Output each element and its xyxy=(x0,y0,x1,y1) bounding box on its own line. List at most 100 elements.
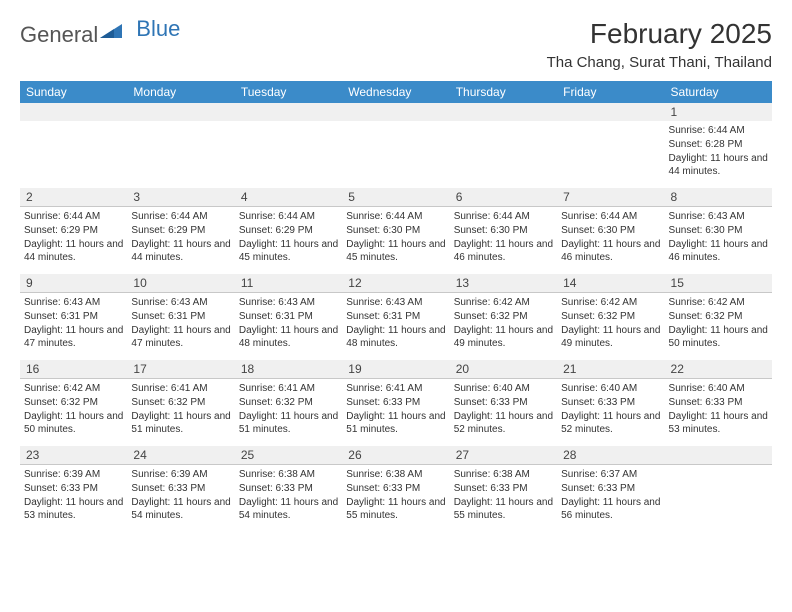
logo-text-general: General xyxy=(20,22,98,48)
day-cell: Sunrise: 6:43 AMSunset: 6:31 PMDaylight:… xyxy=(342,293,449,361)
sunrise-text: Sunrise: 6:44 AM xyxy=(239,210,338,223)
daynum-row: 1 xyxy=(20,103,772,121)
day-number-cell: 4 xyxy=(235,188,342,207)
day-cell-body: Sunrise: 6:43 AMSunset: 6:31 PMDaylight:… xyxy=(24,296,123,356)
day-number-cell xyxy=(450,103,557,121)
day-cell-body: Sunrise: 6:40 AMSunset: 6:33 PMDaylight:… xyxy=(669,382,768,442)
sunset-text: Sunset: 6:32 PM xyxy=(239,396,338,409)
sunrise-text: Sunrise: 6:44 AM xyxy=(131,210,230,223)
daylight-text: Daylight: 11 hours and 49 minutes. xyxy=(454,324,553,350)
day-cell: Sunrise: 6:44 AMSunset: 6:28 PMDaylight:… xyxy=(665,121,772,188)
day-number-cell: 23 xyxy=(20,446,127,465)
day-cell-body: Sunrise: 6:44 AMSunset: 6:30 PMDaylight:… xyxy=(561,210,660,270)
day-cell-body: Sunrise: 6:41 AMSunset: 6:32 PMDaylight:… xyxy=(239,382,338,442)
daylight-text: Daylight: 11 hours and 46 minutes. xyxy=(454,238,553,264)
day-number-cell xyxy=(342,103,449,121)
day-cell: Sunrise: 6:42 AMSunset: 6:32 PMDaylight:… xyxy=(20,379,127,447)
day-number-cell: 16 xyxy=(20,360,127,379)
sunset-text: Sunset: 6:32 PM xyxy=(131,396,230,409)
day-cell xyxy=(342,121,449,188)
logo: General Blue xyxy=(20,18,180,48)
sunset-text: Sunset: 6:29 PM xyxy=(24,224,123,237)
day-cell-body: Sunrise: 6:38 AMSunset: 6:33 PMDaylight:… xyxy=(239,468,338,528)
sunset-text: Sunset: 6:33 PM xyxy=(346,482,445,495)
sunrise-text: Sunrise: 6:44 AM xyxy=(346,210,445,223)
day-cell: Sunrise: 6:39 AMSunset: 6:33 PMDaylight:… xyxy=(20,465,127,533)
sunrise-text: Sunrise: 6:43 AM xyxy=(24,296,123,309)
sunset-text: Sunset: 6:30 PM xyxy=(346,224,445,237)
day-cell: Sunrise: 6:41 AMSunset: 6:32 PMDaylight:… xyxy=(235,379,342,447)
day-cell-body: Sunrise: 6:43 AMSunset: 6:30 PMDaylight:… xyxy=(669,210,768,270)
day-cell-body: Sunrise: 6:42 AMSunset: 6:32 PMDaylight:… xyxy=(561,296,660,356)
day-cell-body xyxy=(346,124,445,184)
weekday-header-row: Sunday Monday Tuesday Wednesday Thursday… xyxy=(20,81,772,103)
day-cell-body: Sunrise: 6:42 AMSunset: 6:32 PMDaylight:… xyxy=(669,296,768,356)
calendar-table: Sunday Monday Tuesday Wednesday Thursday… xyxy=(20,81,772,532)
sunrise-text: Sunrise: 6:42 AM xyxy=(561,296,660,309)
day-cell: Sunrise: 6:44 AMSunset: 6:29 PMDaylight:… xyxy=(127,207,234,275)
sunrise-text: Sunrise: 6:38 AM xyxy=(454,468,553,481)
daylight-text: Daylight: 11 hours and 51 minutes. xyxy=(239,410,338,436)
day-cell xyxy=(20,121,127,188)
day-cell: Sunrise: 6:42 AMSunset: 6:32 PMDaylight:… xyxy=(557,293,664,361)
day-cell: Sunrise: 6:43 AMSunset: 6:31 PMDaylight:… xyxy=(127,293,234,361)
sunrise-text: Sunrise: 6:44 AM xyxy=(561,210,660,223)
day-cell: Sunrise: 6:43 AMSunset: 6:31 PMDaylight:… xyxy=(235,293,342,361)
day-number-cell xyxy=(127,103,234,121)
col-wednesday: Wednesday xyxy=(342,81,449,103)
col-friday: Friday xyxy=(557,81,664,103)
sunset-text: Sunset: 6:33 PM xyxy=(561,482,660,495)
week-row: Sunrise: 6:39 AMSunset: 6:33 PMDaylight:… xyxy=(20,465,772,533)
day-cell-body: Sunrise: 6:41 AMSunset: 6:33 PMDaylight:… xyxy=(346,382,445,442)
sunrise-text: Sunrise: 6:41 AM xyxy=(346,382,445,395)
sunset-text: Sunset: 6:33 PM xyxy=(346,396,445,409)
daylight-text: Daylight: 11 hours and 45 minutes. xyxy=(239,238,338,264)
day-cell-body xyxy=(24,124,123,184)
day-cell-body xyxy=(669,468,768,528)
day-cell-body: Sunrise: 6:44 AMSunset: 6:29 PMDaylight:… xyxy=(131,210,230,270)
sunset-text: Sunset: 6:32 PM xyxy=(454,310,553,323)
day-cell xyxy=(450,121,557,188)
day-cell: Sunrise: 6:41 AMSunset: 6:33 PMDaylight:… xyxy=(342,379,449,447)
sunset-text: Sunset: 6:33 PM xyxy=(561,396,660,409)
header: General Blue February 2025 Tha Chang, Su… xyxy=(20,18,772,71)
day-cell-body xyxy=(131,124,230,184)
day-cell: Sunrise: 6:44 AMSunset: 6:29 PMDaylight:… xyxy=(20,207,127,275)
sunset-text: Sunset: 6:33 PM xyxy=(454,396,553,409)
daylight-text: Daylight: 11 hours and 45 minutes. xyxy=(346,238,445,264)
daylight-text: Daylight: 11 hours and 47 minutes. xyxy=(24,324,123,350)
sunset-text: Sunset: 6:33 PM xyxy=(131,482,230,495)
day-cell-body: Sunrise: 6:40 AMSunset: 6:33 PMDaylight:… xyxy=(454,382,553,442)
title-block: February 2025 Tha Chang, Surat Thani, Th… xyxy=(547,18,772,71)
day-cell-body: Sunrise: 6:43 AMSunset: 6:31 PMDaylight:… xyxy=(131,296,230,356)
sunset-text: Sunset: 6:33 PM xyxy=(454,482,553,495)
day-number-cell: 17 xyxy=(127,360,234,379)
day-cell xyxy=(127,121,234,188)
day-number-cell: 20 xyxy=(450,360,557,379)
daylight-text: Daylight: 11 hours and 48 minutes. xyxy=(346,324,445,350)
daylight-text: Daylight: 11 hours and 55 minutes. xyxy=(454,496,553,522)
day-cell-body: Sunrise: 6:38 AMSunset: 6:33 PMDaylight:… xyxy=(454,468,553,528)
day-cell-body: Sunrise: 6:44 AMSunset: 6:29 PMDaylight:… xyxy=(24,210,123,270)
day-cell-body: Sunrise: 6:37 AMSunset: 6:33 PMDaylight:… xyxy=(561,468,660,528)
sunrise-text: Sunrise: 6:43 AM xyxy=(669,210,768,223)
day-cell-body: Sunrise: 6:42 AMSunset: 6:32 PMDaylight:… xyxy=(24,382,123,442)
day-cell-body: Sunrise: 6:43 AMSunset: 6:31 PMDaylight:… xyxy=(239,296,338,356)
daylight-text: Daylight: 11 hours and 53 minutes. xyxy=(669,410,768,436)
day-cell: Sunrise: 6:40 AMSunset: 6:33 PMDaylight:… xyxy=(665,379,772,447)
sunset-text: Sunset: 6:30 PM xyxy=(454,224,553,237)
day-cell: Sunrise: 6:44 AMSunset: 6:30 PMDaylight:… xyxy=(450,207,557,275)
sunset-text: Sunset: 6:32 PM xyxy=(24,396,123,409)
sunrise-text: Sunrise: 6:38 AM xyxy=(239,468,338,481)
day-cell-body: Sunrise: 6:43 AMSunset: 6:31 PMDaylight:… xyxy=(346,296,445,356)
week-row: Sunrise: 6:44 AMSunset: 6:28 PMDaylight:… xyxy=(20,121,772,188)
sunrise-text: Sunrise: 6:42 AM xyxy=(669,296,768,309)
daylight-text: Daylight: 11 hours and 55 minutes. xyxy=(346,496,445,522)
day-number-cell: 19 xyxy=(342,360,449,379)
day-number-cell: 27 xyxy=(450,446,557,465)
day-cell: Sunrise: 6:39 AMSunset: 6:33 PMDaylight:… xyxy=(127,465,234,533)
sunset-text: Sunset: 6:33 PM xyxy=(239,482,338,495)
day-number-cell: 9 xyxy=(20,274,127,293)
week-row: Sunrise: 6:44 AM Sunset: 6:29 PM Daylight:… xyxy=(20,207,772,275)
sunset-text: Sunset: 6:33 PM xyxy=(669,396,768,409)
